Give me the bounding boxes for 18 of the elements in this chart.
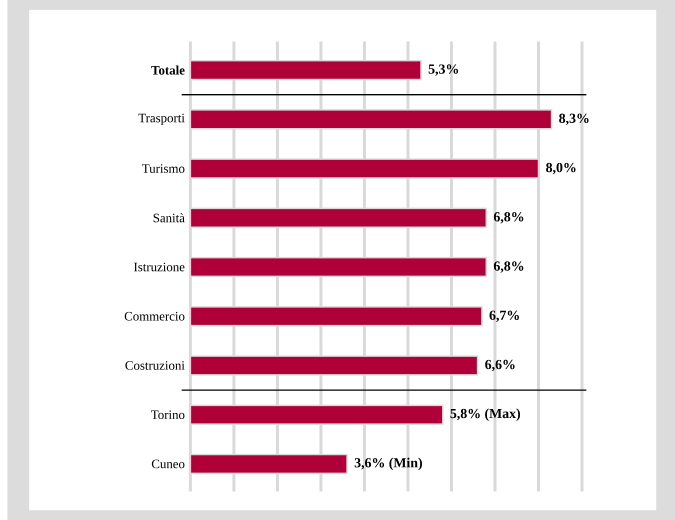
y-tick-label: Trasporti xyxy=(138,114,185,125)
y-tick-label: Sanità xyxy=(154,213,185,222)
y-tick-label: Costruzioni xyxy=(125,361,185,370)
data-label: 5,8% (Max) xyxy=(450,408,520,421)
data-label: 8,0% xyxy=(546,162,576,174)
data-label: 6,8% xyxy=(494,261,524,273)
data-label: 3,6% (Min) xyxy=(354,458,422,470)
y-tick-label: Istruzione xyxy=(134,262,184,272)
data-label: 6,8% xyxy=(494,212,524,224)
data-label: 6,7% xyxy=(490,310,519,322)
y-tick-label: Totale xyxy=(151,65,185,75)
y-tick-label: Turismo xyxy=(142,164,184,173)
y-tick-label: Cuneo xyxy=(152,460,184,468)
data-label: 6,6% xyxy=(485,360,515,372)
y-tick-label: Commercio xyxy=(124,312,184,320)
y-tick-label: Torino xyxy=(151,410,184,419)
data-label: 5,3% xyxy=(428,64,458,76)
data-label: 8,3% xyxy=(559,114,589,125)
